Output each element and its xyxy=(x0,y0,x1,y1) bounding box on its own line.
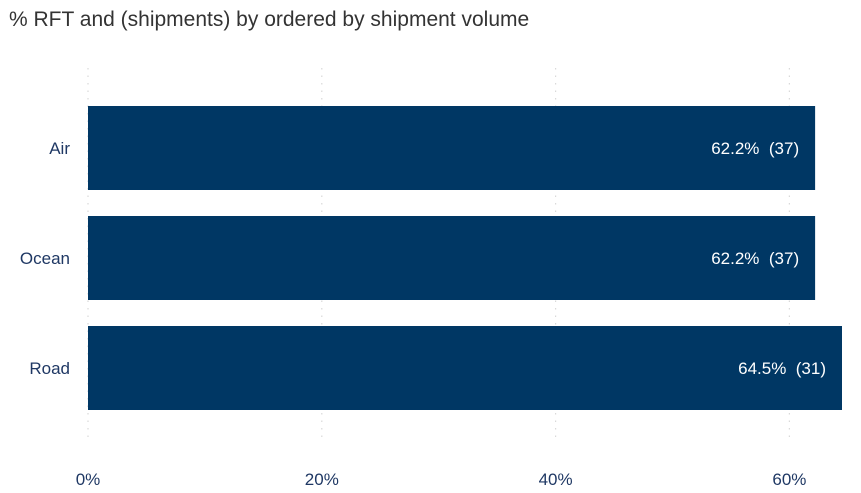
data-label: 62.2% (37) xyxy=(711,249,799,268)
x-tick-label: 40% xyxy=(539,470,573,489)
category-label: Ocean xyxy=(20,249,70,268)
chart-title: % RFT and (shipments) by ordered by ship… xyxy=(9,8,530,31)
x-tick-label: 0% xyxy=(76,470,101,489)
x-tick-label: 60% xyxy=(772,470,806,489)
bar xyxy=(88,326,842,410)
category-label: Air xyxy=(49,139,70,158)
data-labels: 62.2% (37) 62.2% (37) 64.5% (31) xyxy=(711,139,826,378)
value-axis: 0% 20% 40% 60% xyxy=(76,470,807,489)
x-tick-label: 20% xyxy=(305,470,339,489)
category-axis: Air Ocean Road xyxy=(20,139,70,378)
data-label: 62.2% (37) xyxy=(711,139,799,158)
bars xyxy=(88,106,842,410)
data-label: 64.5% (31) xyxy=(738,359,826,378)
bar xyxy=(88,216,816,300)
category-label: Road xyxy=(29,359,70,378)
bar xyxy=(88,106,816,190)
